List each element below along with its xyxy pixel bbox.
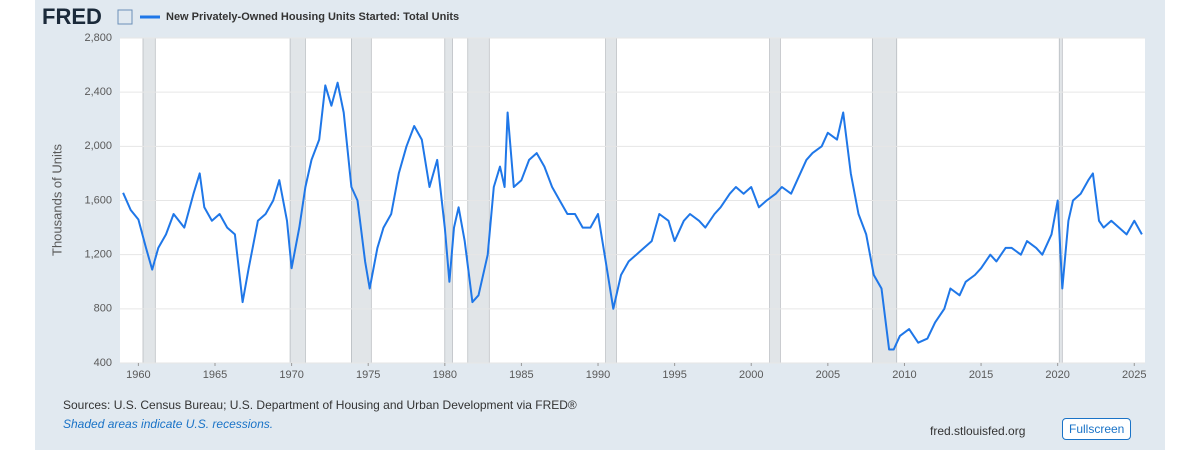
- data-line: [122, 81, 1143, 351]
- y-tick-label: 1,200: [84, 249, 112, 261]
- chart: FRED New Privately-Owned Housing Units S…: [42, 4, 1147, 381]
- x-tick-label: 1980: [433, 369, 457, 381]
- x-tick-label: 2000: [739, 369, 763, 381]
- recession-note: Shaded areas indicate U.S. recessions.: [63, 417, 274, 431]
- x-tick-label: 2010: [892, 369, 916, 381]
- x-tick-label: 2025: [1122, 369, 1146, 381]
- y-tick-label: 2,000: [84, 140, 112, 152]
- x-tick-label: 1965: [203, 369, 227, 381]
- x-tick-label: 1970: [279, 369, 303, 381]
- y-tick-label: 1,600: [84, 194, 112, 206]
- site-link[interactable]: fred.stlouisfed.org: [930, 424, 1026, 438]
- y-axis-label: Thousands of Units: [49, 144, 64, 257]
- sources: Sources: U.S. Census Bureau; U.S. Depart…: [63, 398, 577, 412]
- x-tick-label: 1960: [126, 369, 150, 381]
- x-tick-label: 1985: [509, 369, 533, 381]
- x-tick-label: 2020: [1045, 369, 1069, 381]
- legend-label: New Privately-Owned Housing Units Starte…: [166, 11, 459, 23]
- x-tick-label: 1975: [356, 369, 380, 381]
- x-tick-label: 1990: [586, 369, 610, 381]
- y-tick-label: 2,400: [84, 86, 112, 98]
- y-tick-label: 400: [94, 357, 112, 369]
- fullscreen-button[interactable]: Fullscreen: [1062, 418, 1132, 440]
- y-tick-label: 800: [94, 303, 112, 315]
- x-tick-label: 2005: [816, 369, 840, 381]
- y-tick-label: 2,800: [84, 32, 112, 44]
- logo-icon: [117, 9, 133, 25]
- x-tick-label: 2015: [969, 369, 993, 381]
- x-tick-label: 1995: [662, 369, 686, 381]
- logo: FRED: [42, 4, 102, 29]
